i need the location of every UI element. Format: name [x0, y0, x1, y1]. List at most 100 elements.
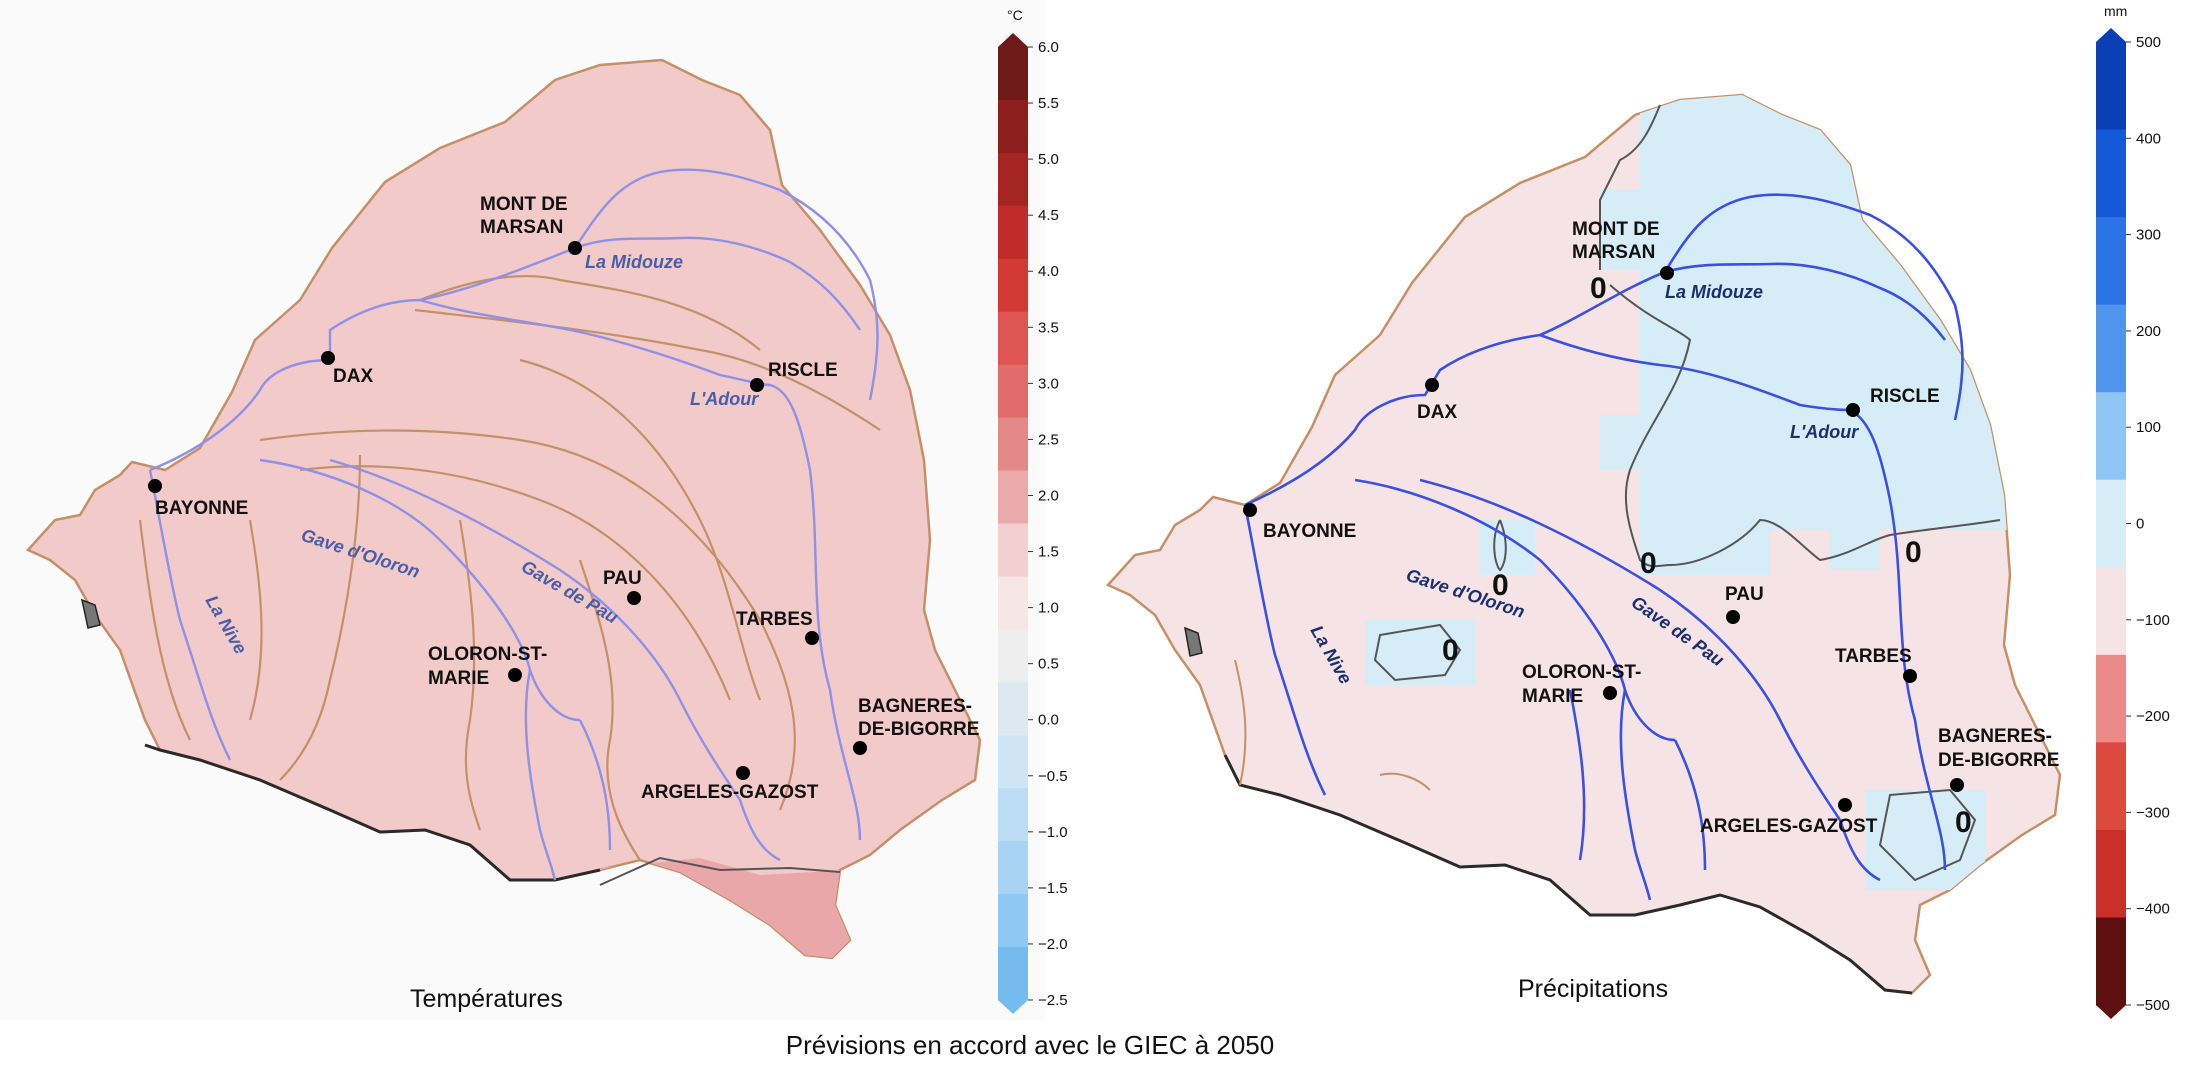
temperature-scale-tick-label: −1.5 — [1038, 880, 1068, 897]
precipitation-scale-tick-label: −500 — [2136, 997, 2170, 1014]
temperature-scale-segment — [998, 841, 1028, 895]
temperature-subbasin-boundaries — [138, 275, 881, 861]
precipitation-city-marker-tarbes — [1903, 669, 1917, 683]
temperature-city-marker-mont-de-marsan — [568, 241, 582, 255]
temperature-scale-segment — [998, 947, 1028, 1001]
temperature-city-label-mont-de-marsan-2: MARSAN — [480, 217, 563, 238]
precipitation-scale-tick-label: 300 — [2136, 227, 2161, 244]
temperature-scale-segment — [998, 205, 1028, 260]
temperature-scale-segment — [998, 894, 1028, 948]
temperature-scale-arrow-bottom — [998, 1000, 1028, 1014]
precipitation-contour-label: 0 — [1955, 806, 1972, 839]
temperature-scale-segment — [998, 417, 1028, 472]
temperature-scale-tick-label: 1.0 — [1038, 600, 1059, 617]
temperature-city-marker-pau — [627, 591, 641, 605]
precipitation-city-label-argeles: ARGELES-GAZOST — [1700, 816, 1878, 837]
precipitation-scale-tick-label: −300 — [2136, 804, 2170, 821]
precipitation-city-marker-pau — [1726, 610, 1740, 624]
precipitation-city-label-mont-de-marsan-2: MARSAN — [1572, 242, 1655, 263]
temperature-scale-segment — [998, 258, 1028, 313]
precipitation-city-marker-bagneres — [1950, 778, 1964, 792]
temperature-scale-arrow-top — [998, 33, 1028, 47]
precipitation-city-label-bagneres-1: BAGNERES- — [1938, 726, 2052, 747]
temperature-city-marker-tarbes — [805, 631, 819, 645]
temperature-coast-rock — [80, 598, 101, 629]
precipitation-scale-tick-label: −400 — [2136, 901, 2170, 918]
temperature-scale-tick-label: 2.5 — [1038, 431, 1059, 448]
temperature-scale-segment — [998, 523, 1028, 577]
temperature-city-label-mont-de-marsan-1: MONT DE — [480, 194, 568, 215]
temperature-scale-segment — [998, 152, 1028, 207]
precipitation-contour-label: 0 — [1640, 547, 1657, 580]
precipitation-scale-segment — [2096, 742, 2126, 831]
temperature-color-scale: °C 6.0 5.5 5.0 4.5 4.0 3.5 3.0 2.5 2.0 1.5 1.0 0.5 0… — [998, 7, 1068, 1014]
temperature-city-label-pau: PAU — [603, 568, 642, 589]
temperature-scale-segment — [998, 682, 1028, 736]
precipitation-contour-label: 0 — [1905, 536, 1922, 569]
precipitation-scale-segment — [2096, 392, 2126, 481]
precipitation-scale-segment — [2096, 829, 2126, 918]
temperature-scale-tick-label: 3.0 — [1038, 375, 1059, 392]
temperature-cities: MONT DE MARSAN DAX RISCLE BAYONNE PAU TA… — [148, 194, 979, 803]
precipitation-contour-label: 0 — [1590, 272, 1607, 305]
precipitation-city-marker-dax — [1425, 378, 1439, 392]
temperature-city-marker-oloron — [508, 668, 522, 682]
temperature-scale-unit: °C — [1007, 7, 1023, 23]
temperature-city-label-tarbes: TARBES — [736, 609, 813, 630]
precipitation-scale-arrow-bottom — [2096, 1005, 2126, 1019]
precipitation-coast-rock — [1184, 626, 1203, 657]
temperature-scale-tick-label: −2.0 — [1038, 936, 1068, 953]
precipitation-scale-tick-label: 0 — [2136, 516, 2144, 533]
temperature-city-marker-riscle — [750, 378, 764, 392]
temperature-rivers — [148, 168, 879, 881]
precipitation-scale-tick-label: −100 — [2136, 612, 2170, 629]
precipitation-scale-segment — [2096, 304, 2126, 393]
precipitation-city-marker-argeles — [1838, 798, 1852, 812]
precipitation-scale-arrow-top — [2096, 28, 2126, 42]
temperature-scale-tick-label: 2.0 — [1038, 487, 1059, 504]
temperature-city-label-bagneres-1: BAGNERES- — [858, 696, 972, 717]
precipitation-scale-unit: mm — [2104, 3, 2127, 19]
precipitation-scale-tick-label: 400 — [2136, 130, 2161, 147]
temperature-city-label-riscle: RISCLE — [768, 360, 838, 381]
precipitation-scale-segment — [2096, 129, 2126, 218]
temperature-city-label-bayonne: BAYONNE — [155, 498, 248, 519]
temperature-scale-segment — [998, 311, 1028, 366]
precipitation-city-label-mont-de-marsan-1: MONT DE — [1572, 219, 1660, 240]
precipitation-scale-tick-label: 200 — [2136, 323, 2161, 340]
precipitation-brown-boundaries — [1234, 659, 1431, 791]
precipitation-map: 0 0 0 0 0 0 La Midouze L'Adour — [1106, 3, 2170, 1019]
precipitation-city-label-tarbes: TARBES — [1835, 646, 1912, 667]
precipitation-city-marker-riscle — [1846, 403, 1860, 417]
temperature-scale-segment — [998, 99, 1028, 154]
temperature-scale-segment — [998, 576, 1028, 630]
precipitation-river-label-adour: L'Adour — [1790, 422, 1859, 442]
temperature-scale-segment — [998, 47, 1028, 101]
temperature-city-marker-bagneres — [853, 741, 867, 755]
temperature-scale-segment — [998, 788, 1028, 842]
temperature-river-label-midouze: La Midouze — [585, 252, 683, 272]
precipitation-city-label-pau: PAU — [1725, 584, 1764, 605]
precipitation-contour-labels: 0 0 0 0 0 0 — [1442, 272, 1972, 839]
temperature-scale-segment — [998, 629, 1028, 683]
temperature-city-label-oloron-2: MARIE — [428, 668, 489, 689]
temperature-scale-tick-label: −0.5 — [1038, 768, 1068, 785]
precipitation-contour-lines — [1373, 104, 2001, 882]
precipitation-scale-tick-label: 100 — [2136, 419, 2161, 436]
precipitation-panel-title: Précipitations — [1518, 975, 1669, 1003]
precipitation-scale-segment — [2096, 217, 2126, 306]
temperature-scale-segment — [998, 364, 1028, 419]
temperature-scale-tick-label: 0.0 — [1038, 712, 1059, 729]
precipitation-scale-segment — [2096, 654, 2126, 743]
precipitation-scale-segment — [2096, 479, 2126, 568]
temperature-scale-tick-label: 5.5 — [1038, 95, 1059, 112]
precipitation-city-marker-oloron — [1603, 686, 1617, 700]
precipitation-scale-segment — [2096, 917, 2126, 1006]
precipitation-river-label-midouze: La Midouze — [1665, 282, 1763, 302]
precipitation-city-label-riscle: RISCLE — [1870, 386, 1940, 407]
temperature-scale-tick-label: 4.5 — [1038, 207, 1059, 224]
temperature-city-marker-bayonne — [148, 479, 162, 493]
temperature-contour-line — [599, 856, 841, 886]
temperature-scale-tick-label: 4.0 — [1038, 263, 1059, 280]
